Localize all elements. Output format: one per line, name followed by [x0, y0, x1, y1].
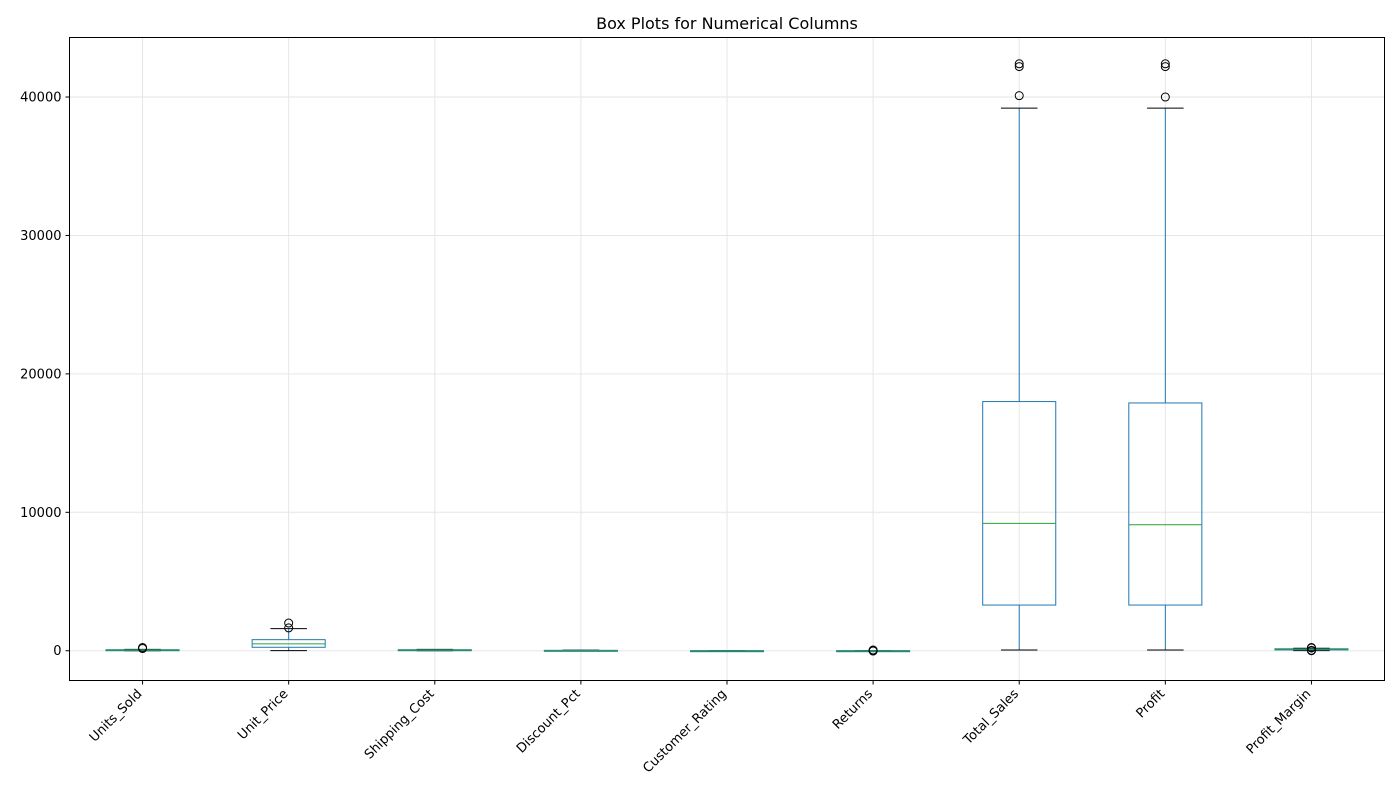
x-tick-label-Profit: Profit — [1134, 687, 1169, 722]
x-tick-label-Discount_Pct: Discount_Pct — [514, 687, 584, 757]
x-tick-label-Shipping_Cost: Shipping_Cost — [362, 687, 438, 763]
outlier-Profit-1 — [1160, 62, 1170, 72]
box-Units_Sold — [105, 643, 180, 654]
chart-title: Box Plots for Numerical Columns — [596, 14, 858, 33]
x-tick-label-Profit_Margin: Profit_Margin — [1244, 687, 1315, 758]
y-tick-label-2: 20000 — [20, 367, 61, 382]
outlier-Profit-2 — [1160, 59, 1170, 69]
box-series — [105, 59, 1349, 656]
outlier-Unit_Price-0 — [284, 623, 294, 633]
box-body-Profit — [1128, 402, 1203, 606]
outlier-Total_Sales-0 — [1014, 91, 1024, 101]
x-tick-label-Customer_Rating: Customer_Rating — [640, 687, 729, 776]
outlier-Total_Sales-1 — [1014, 62, 1024, 72]
outlier-Returns-2 — [868, 645, 878, 655]
box-body-Total_Sales — [982, 401, 1057, 606]
x-tick-label-Returns: Returns — [830, 687, 876, 733]
grid — [69, 37, 1385, 681]
y-tick-label-1: 10000 — [20, 506, 61, 521]
axes: 0 10000 20000 30000 40000 Units_Sold Unit_Pric… — [20, 91, 1314, 777]
x-tick-label-Units_Sold: Units_Sold — [87, 687, 146, 746]
y-tick-label-3: 30000 — [20, 229, 61, 244]
box-Total_Sales — [982, 59, 1057, 651]
outlier-Units_Sold-1 — [138, 643, 148, 653]
y-tick-label-0: 0 — [53, 644, 61, 659]
box-Discount_Pct — [543, 649, 618, 652]
x-tick-label-Unit_Price: Unit_Price — [235, 687, 291, 743]
box-Returns — [836, 645, 911, 656]
x-tick-label-Total_Sales: Total_Sales — [960, 687, 1022, 749]
outlier-Profit-0 — [1160, 92, 1170, 102]
box-Profit_Margin — [1274, 643, 1349, 656]
outlier-Profit_Margin-3 — [1306, 643, 1316, 653]
box-Profit — [1128, 59, 1203, 651]
y-tick-label-4: 40000 — [20, 91, 61, 106]
outlier-Total_Sales-2 — [1014, 59, 1024, 69]
box-Unit_Price — [251, 618, 326, 652]
outlier-Unit_Price-1 — [284, 618, 294, 628]
box-Shipping_Cost — [397, 648, 472, 652]
box-Customer_Rating — [689, 650, 765, 653]
outlier-Profit_Margin-1 — [1306, 645, 1316, 655]
